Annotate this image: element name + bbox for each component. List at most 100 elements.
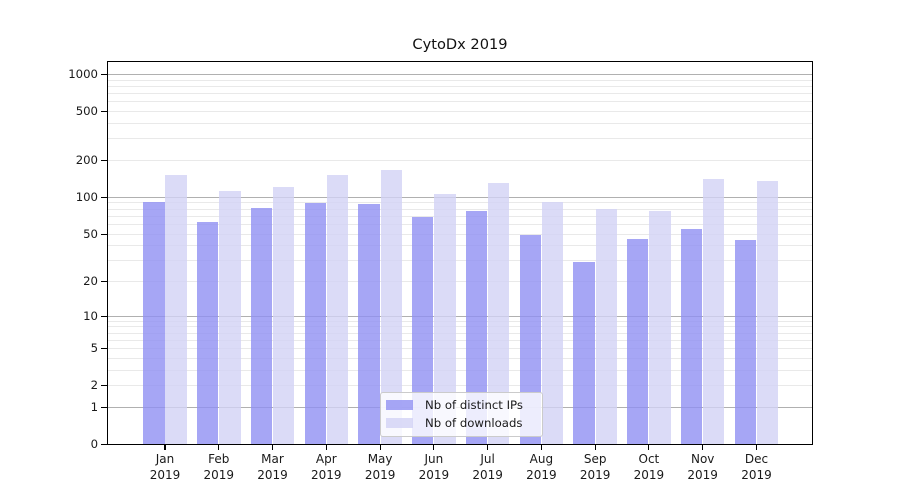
gridline-minor-700: [108, 93, 812, 95]
x-tick-mar: [271, 445, 274, 450]
x-tick-label-jan: Jan 2019: [149, 452, 181, 482]
x-tick-label-nov: Nov 2019: [687, 452, 718, 482]
bar-ips-mar: [250, 208, 273, 445]
bar-downloads-mar: [272, 186, 295, 445]
gridline-minor-40: [108, 245, 812, 247]
gridline-minor-80: [108, 208, 812, 210]
x-tick-oct: [648, 445, 650, 450]
bar-ips-jun: [412, 217, 434, 445]
bar-ips-nov: [680, 229, 703, 445]
bar-ips-dec: [734, 240, 757, 445]
bar-ips-apr: [304, 203, 326, 445]
bar-downloads-jun: [434, 194, 456, 445]
bar-downloads-sep: [595, 209, 617, 445]
legend-item-distinct-ips: Nb of distinct IPs: [386, 397, 536, 413]
y-tick-100: [101, 196, 107, 199]
gridline-minor-900: [108, 79, 812, 81]
x-tick-jan: [164, 445, 166, 450]
x-tick-sep: [594, 445, 596, 450]
x-tick-aug: [540, 445, 542, 450]
gridline-minor-5: [108, 348, 812, 350]
x-tick-label-jul: Jul 2019: [472, 452, 503, 482]
chart-title: CytoDx 2019: [412, 36, 508, 53]
y-tick-1: [101, 406, 107, 409]
legend-item-downloads: Nb of downloads: [386, 415, 536, 431]
x-tick-dec: [755, 445, 758, 450]
bar-downloads-oct: [649, 210, 671, 445]
x-tick-label-mar: Mar 2019: [257, 452, 288, 482]
y-tick-label-200: 200: [75, 153, 98, 167]
y-tick-label-500: 500: [75, 104, 98, 119]
gridline-minor-50: [108, 233, 812, 235]
x-tick-label-may: May 2019: [364, 452, 396, 482]
gridline-minor-20: [108, 281, 812, 282]
bar-ips-oct: [627, 239, 649, 445]
x-tick-label-sep: Sep 2019: [579, 452, 611, 482]
gridline-minor-800: [108, 86, 812, 87]
y-tick-label-50: 50: [83, 226, 98, 241]
x-tick-jun: [433, 445, 435, 450]
x-tick-feb: [218, 445, 220, 450]
x-tick-label-dec: Dec 2019: [741, 452, 772, 482]
y-tick-200: [101, 160, 107, 162]
y-tick-10: [101, 315, 107, 317]
y-tick-2: [101, 385, 107, 387]
bar-ips-jul: [465, 210, 488, 445]
gridline-minor-60: [108, 223, 812, 225]
y-tick-label-20: 20: [83, 274, 98, 288]
gridline-minor-70: [108, 215, 812, 217]
gridline-minor-90: [108, 202, 812, 204]
y-tick-label-2: 2: [90, 378, 98, 393]
y-tick-20: [101, 281, 107, 283]
gridline-minor-3: [108, 369, 812, 371]
y-tick-500: [101, 111, 107, 113]
gridline-minor-200: [108, 160, 812, 161]
x-tick-label-oct: Oct 2019: [633, 452, 665, 482]
y-tick-1000: [101, 74, 107, 76]
gridline-minor-500: [108, 111, 812, 113]
y-tick-label-5: 5: [90, 341, 98, 356]
bar-ips-feb: [197, 222, 219, 445]
gridline-major-10: [108, 315, 812, 317]
y-tick-label-0: 0: [90, 437, 98, 451]
x-tick-nov: [702, 445, 704, 450]
gridline-minor-300: [108, 138, 812, 140]
gridline-minor-2: [108, 385, 812, 387]
gridline-minor-6: [108, 339, 812, 341]
bar-ips-may: [358, 204, 380, 445]
bar-downloads-aug: [541, 202, 564, 445]
bar-downloads-nov: [703, 179, 725, 445]
gridline-minor-8: [108, 326, 812, 328]
gridline-minor-30: [108, 260, 812, 262]
y-tick-label-100: 100: [75, 189, 98, 204]
gridline-minor-400: [108, 123, 812, 124]
x-tick-jul: [487, 445, 489, 450]
x-tick-label-apr: Apr 2019: [311, 452, 342, 482]
x-tick-label-feb: Feb 2019: [203, 452, 235, 482]
x-tick-label-aug: Aug 2019: [526, 452, 557, 482]
bar-downloads-jul: [488, 182, 510, 445]
gridline-minor-600: [108, 101, 812, 103]
bar-ips-jan: [143, 202, 165, 445]
y-tick-label-1000: 1000: [68, 67, 98, 81]
x-tick-may: [379, 445, 381, 450]
bar-downloads-feb: [219, 191, 241, 445]
gridline-minor-7: [108, 332, 812, 334]
gridline-major-100: [108, 196, 812, 198]
legend: Nb of distinct IPs Nb of downloads: [380, 392, 543, 437]
legend-label-distinct-ips: Nb of distinct IPs: [425, 398, 523, 412]
legend-swatch-distinct-ips: [386, 400, 413, 410]
x-tick-label-jun: Jun 2019: [418, 452, 450, 482]
bar-downloads-jan: [165, 175, 187, 445]
y-tick-5: [101, 348, 107, 350]
y-tick-50: [101, 233, 107, 235]
bar-downloads-may: [380, 170, 402, 445]
gridline-major-1000: [108, 74, 812, 75]
bar-downloads-apr: [326, 175, 349, 445]
gridline-minor-9: [108, 320, 812, 322]
y-tick-label-10: 10: [83, 308, 98, 323]
legend-label-downloads: Nb of downloads: [425, 416, 523, 430]
gridline-minor-4: [108, 357, 812, 359]
bar-ips-sep: [573, 261, 595, 445]
